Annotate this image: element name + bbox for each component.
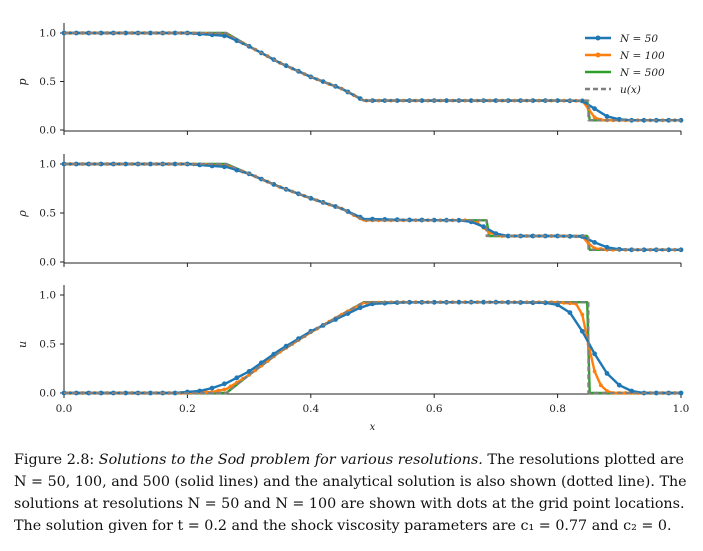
data-point-n50 <box>444 98 449 103</box>
data-point-n50 <box>222 33 227 39</box>
legend-label-n50: N = 50 <box>619 33 658 45</box>
x-axis-label: x <box>370 422 376 433</box>
data-point-n50 <box>579 98 585 104</box>
data-point-n100 <box>592 369 597 374</box>
data-point-n50 <box>394 98 400 103</box>
y-axis-label: p <box>16 78 29 85</box>
legend-label-analytic: u(x) <box>620 84 641 96</box>
data-point-n50 <box>579 328 585 334</box>
data-point-n50 <box>493 98 499 103</box>
x-tick-label: 1.0 <box>673 403 690 415</box>
legend: N = 50 N = 100 N = 500 u(x) <box>585 33 665 96</box>
data-point-n100 <box>228 384 233 389</box>
data-point-n50 <box>678 390 684 396</box>
data-point-n50 <box>357 305 363 311</box>
legend-label-n100: N = 100 <box>619 50 665 62</box>
panel-pressure: 0.0 0.5 1.0 p N = 50 N = 100 N = 500 u(x) <box>16 23 684 137</box>
data-point-n100 <box>586 241 591 246</box>
caption-line-2: N = 50, 100, and 500 (solid lines) and t… <box>14 474 687 490</box>
data-point-n50 <box>222 381 227 387</box>
data-point-n50 <box>666 247 672 253</box>
y-tick-label: 0.0 <box>39 125 56 137</box>
data-point-n50 <box>505 233 511 239</box>
data-point-n50 <box>567 310 573 315</box>
caption-title: Solutions to the Sod problem for various… <box>98 452 483 468</box>
data-point-n100 <box>216 388 221 393</box>
caption-line-3: solutions at resolutions N = 50 and N = … <box>14 496 685 512</box>
figure-sod-solutions: 0.0 0.5 1.0 p N = 50 N = 100 N = 500 u(x) 0.0 0.5… <box>16 23 689 433</box>
y-tick-label: 0.0 <box>39 388 56 400</box>
caption-line1-rest: The resolutions plotted are <box>487 452 684 468</box>
data-point-n50 <box>505 299 511 305</box>
data-point-n50 <box>172 30 178 36</box>
legend-marker-n50 <box>595 35 601 41</box>
data-point-n50 <box>234 375 240 381</box>
data-point-n50 <box>604 371 610 376</box>
data-point-n50 <box>592 240 597 245</box>
data-point-n50 <box>493 231 499 237</box>
data-point-n50 <box>209 385 215 391</box>
y-tick-label: 1.0 <box>39 28 56 40</box>
y-tick-label: 1.0 <box>39 159 56 171</box>
data-point-n50 <box>456 217 462 223</box>
data-point-n50 <box>123 161 129 167</box>
data-point-n50 <box>172 390 178 396</box>
y-tick-label: 0.5 <box>39 339 56 351</box>
data-point-n50 <box>592 351 597 357</box>
y-axis-label: ρ <box>16 210 29 218</box>
data-point-n50 <box>468 98 474 103</box>
data-point-n50 <box>333 317 338 322</box>
caption-line-4: The solution given for t = 0.2 and the s… <box>14 518 672 534</box>
data-point-n50 <box>653 390 659 396</box>
y-tick-label: 1.0 <box>39 290 56 302</box>
data-point-n50 <box>407 299 412 305</box>
x-tick-label: 0.0 <box>56 403 73 415</box>
data-point-n50 <box>641 117 647 123</box>
legend-label-n500: N = 500 <box>619 67 665 79</box>
data-point-n50 <box>530 233 536 239</box>
data-point-n50 <box>123 390 129 396</box>
data-point-n50 <box>148 390 153 396</box>
panel-density: 0.0 0.5 1.0 ρ <box>16 154 684 269</box>
data-point-n50 <box>148 161 153 167</box>
series-line-n50 <box>64 301 681 395</box>
data-point-n50 <box>234 38 240 44</box>
caption-label: Figure 2.8: <box>14 452 95 468</box>
data-point-n100 <box>598 383 603 388</box>
data-point-n50 <box>123 30 129 36</box>
data-point-n100 <box>592 115 597 120</box>
data-point-n50 <box>616 382 622 388</box>
figure-caption: Figure 2.8: Solutions to the Sod problem… <box>14 449 692 537</box>
data-point-n50 <box>148 30 153 36</box>
panel-velocity: 0.0 0.5 1.0 0.0 0.2 0.4 0.6 0.8 1.0 x u <box>16 285 689 433</box>
y-tick-label: 0.5 <box>39 208 56 220</box>
x-tick-label: 0.8 <box>549 403 566 415</box>
x-tick-label: 0.6 <box>426 403 443 415</box>
data-point-n100 <box>222 387 227 392</box>
data-point-n50 <box>456 299 462 305</box>
series-line-analytic <box>64 162 681 251</box>
data-point-n50 <box>604 114 610 119</box>
data-point-n50 <box>481 299 486 305</box>
x-tick-label: 0.4 <box>302 403 319 415</box>
series-line-analytic <box>64 31 681 122</box>
data-point-n50 <box>172 161 178 167</box>
data-point-n50 <box>419 98 425 103</box>
data-point-n50 <box>481 224 486 230</box>
legend-marker-n100 <box>595 52 601 58</box>
data-point-n50 <box>592 106 597 112</box>
data-point-n50 <box>555 302 560 308</box>
caption-line-1: Figure 2.8: Solutions to the Sod problem… <box>14 449 692 471</box>
y-axis-label: u <box>16 341 29 348</box>
data-point-n50 <box>222 164 227 170</box>
data-point-n50 <box>246 369 252 374</box>
data-point-n50 <box>604 244 610 250</box>
data-point-n100 <box>580 312 585 317</box>
y-tick-label: 0.0 <box>39 257 56 269</box>
y-tick-label: 0.5 <box>39 76 56 88</box>
data-point-n50 <box>271 351 277 357</box>
x-tick-label: 0.2 <box>179 403 196 415</box>
data-point-n50 <box>431 299 437 305</box>
data-point-n50 <box>555 98 560 103</box>
